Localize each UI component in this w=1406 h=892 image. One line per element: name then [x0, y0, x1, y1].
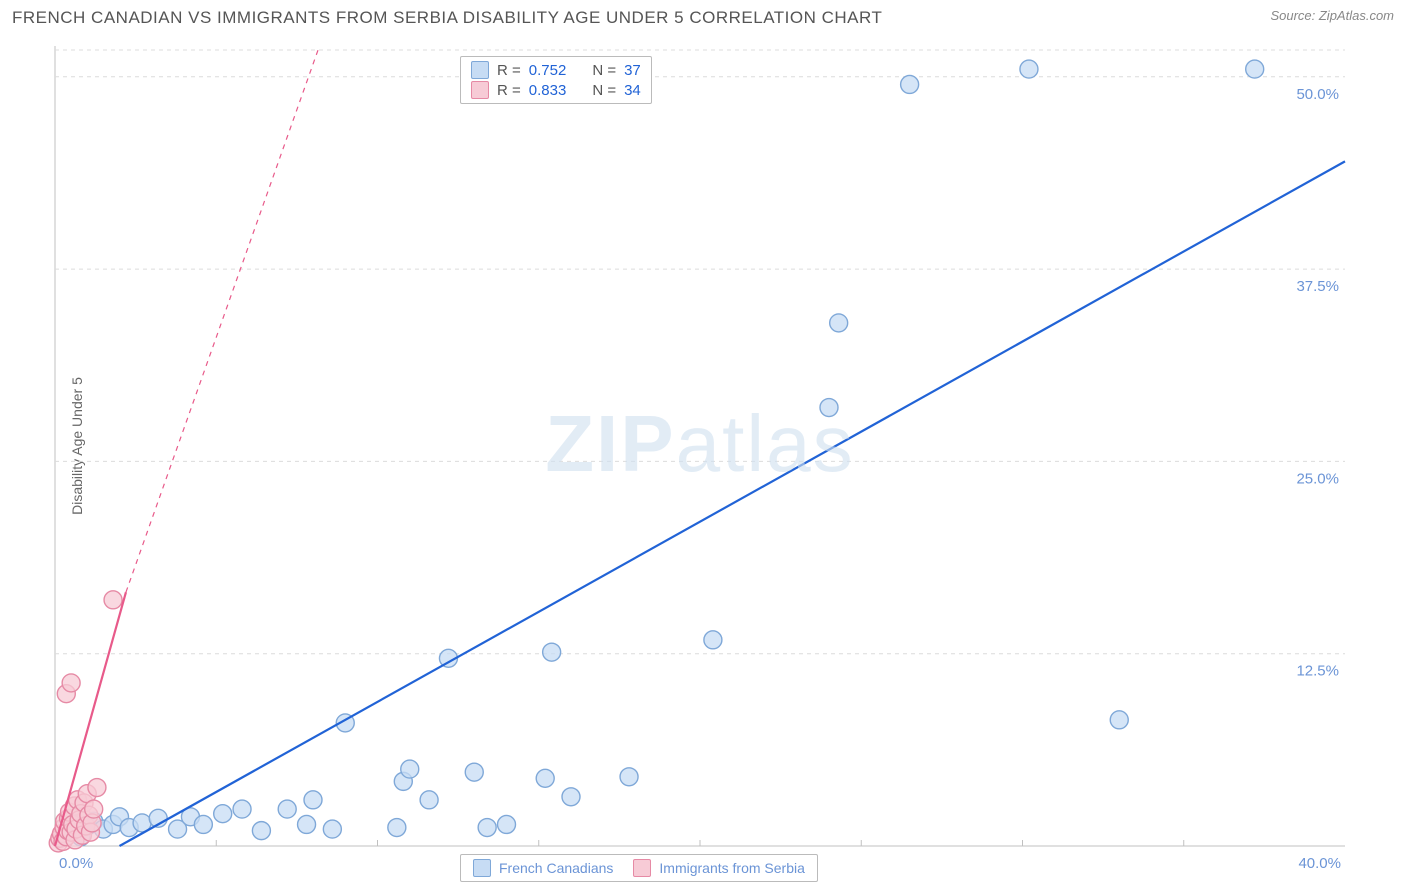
legend-swatch: [471, 61, 489, 79]
data-point: [420, 791, 438, 809]
legend-swatch: [473, 859, 491, 877]
legend-item: French Canadians: [473, 859, 613, 877]
data-point: [388, 819, 406, 837]
data-point: [478, 819, 496, 837]
svg-text:37.5%: 37.5%: [1296, 278, 1339, 295]
r-prefix: R =: [497, 62, 521, 79]
data-point: [194, 815, 212, 833]
r-value: 0.833: [529, 82, 567, 99]
svg-text:25.0%: 25.0%: [1296, 470, 1339, 487]
legend-swatch: [471, 81, 489, 99]
svg-text:12.5%: 12.5%: [1296, 663, 1339, 680]
n-prefix: N =: [592, 82, 616, 99]
legend-label: French Canadians: [499, 860, 613, 876]
data-point: [278, 800, 296, 818]
data-point: [562, 788, 580, 806]
data-point: [304, 791, 322, 809]
data-point: [298, 815, 316, 833]
r-value: 0.752: [529, 62, 567, 79]
data-point: [104, 591, 122, 609]
data-point: [498, 815, 516, 833]
data-point: [214, 805, 232, 823]
correlation-row: R = 0.833 N = 34: [471, 81, 641, 99]
data-point: [401, 760, 419, 778]
data-point: [88, 779, 106, 797]
n-prefix: N =: [592, 62, 616, 79]
svg-text:0.0%: 0.0%: [59, 855, 93, 872]
trend-line-extrapolated: [126, 46, 320, 592]
data-point: [704, 631, 722, 649]
data-point: [620, 768, 638, 786]
legend-item: Immigrants from Serbia: [633, 859, 804, 877]
data-point: [1020, 60, 1038, 78]
data-point: [85, 800, 103, 818]
plot-area: 12.5% 25.0% 37.5% 50.0% 0.0% 40.0%: [0, 0, 1406, 892]
data-point: [830, 314, 848, 332]
data-point: [820, 399, 838, 417]
data-point: [233, 800, 251, 818]
legend-label: Immigrants from Serbia: [659, 860, 804, 876]
data-point: [62, 674, 80, 692]
series-legend: French Canadians Immigrants from Serbia: [460, 854, 818, 882]
data-point: [1246, 60, 1264, 78]
data-point: [543, 643, 561, 661]
data-point: [252, 822, 270, 840]
n-value: 37: [624, 62, 641, 79]
r-prefix: R =: [497, 82, 521, 99]
correlation-row: R = 0.752 N = 37: [471, 61, 641, 79]
n-value: 34: [624, 82, 641, 99]
svg-text:50.0%: 50.0%: [1296, 86, 1339, 103]
data-point: [323, 820, 341, 838]
data-point: [536, 769, 554, 787]
correlation-legend: R = 0.752 N = 37 R = 0.833 N = 34: [460, 56, 652, 104]
legend-swatch: [633, 859, 651, 877]
data-point: [465, 763, 483, 781]
data-point: [901, 75, 919, 93]
trend-line: [120, 161, 1346, 846]
scatter-svg: 12.5% 25.0% 37.5% 50.0% 0.0% 40.0%: [0, 0, 1406, 892]
data-point: [1110, 711, 1128, 729]
svg-text:40.0%: 40.0%: [1298, 855, 1341, 872]
